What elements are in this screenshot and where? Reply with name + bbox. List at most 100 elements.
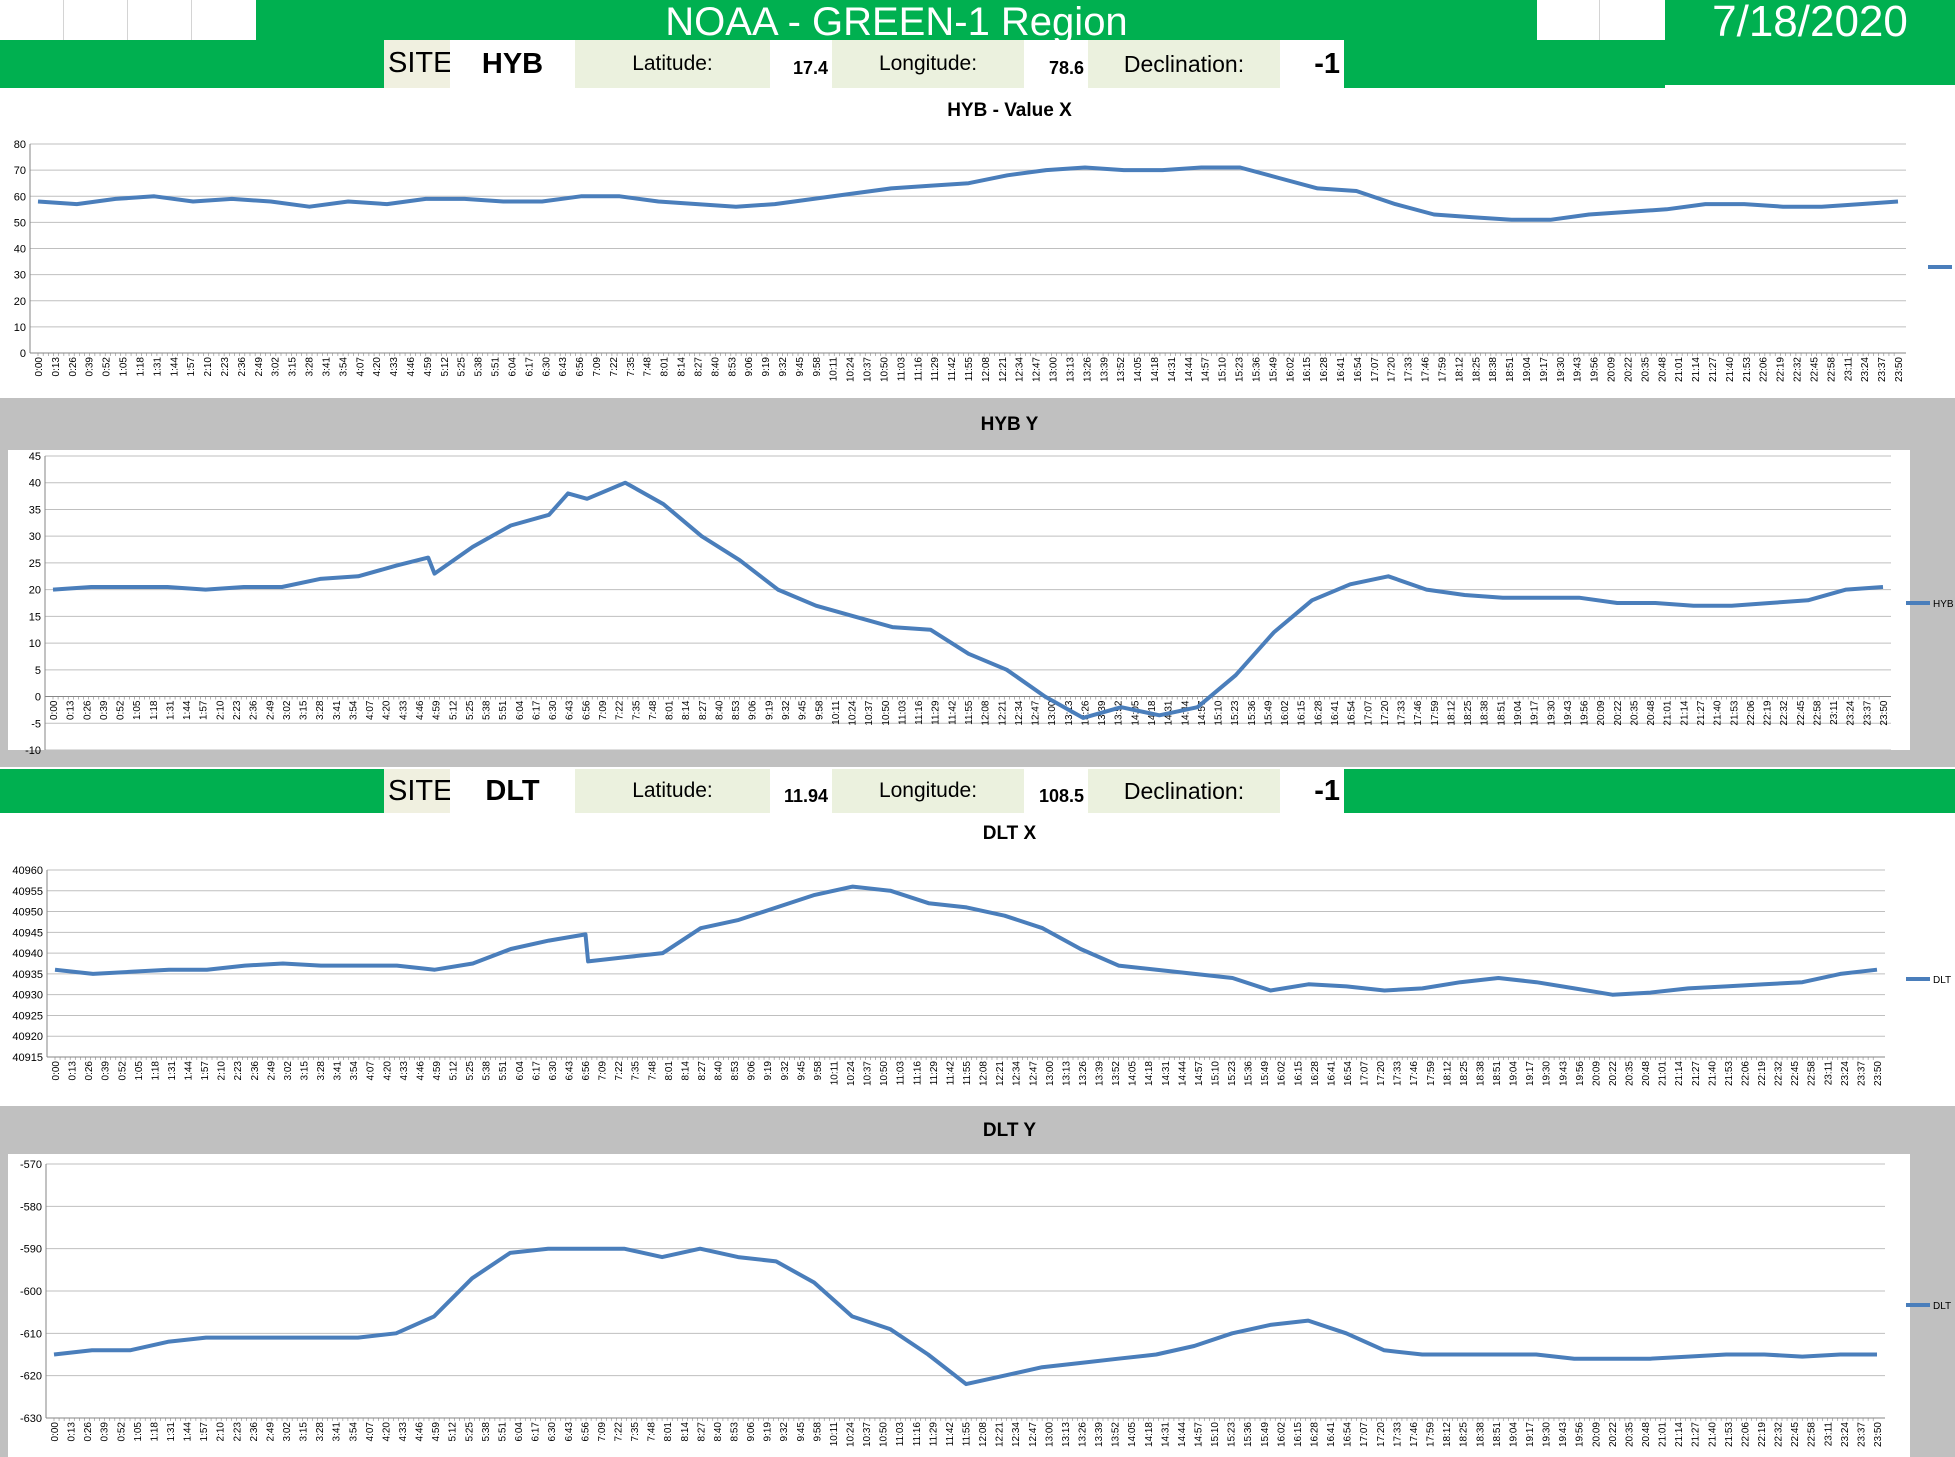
- x-tick-label: 5:51: [498, 700, 509, 720]
- site-code: DLT: [450, 769, 575, 813]
- x-tick-label: 20:48: [1657, 357, 1668, 382]
- x-tick-label: 5:51: [491, 357, 502, 377]
- x-tick-label: 18:12: [1442, 1422, 1453, 1447]
- x-tick-label: 8:14: [681, 700, 692, 720]
- x-tick-label: 9:58: [814, 700, 825, 720]
- x-tick-label: 5:12: [448, 1422, 459, 1442]
- x-tick-label: 22:58: [1807, 1422, 1818, 1447]
- x-tick-label: 20:22: [1623, 357, 1634, 382]
- x-tick-label: 19:43: [1573, 357, 1584, 382]
- x-tick-label: 8:40: [713, 1422, 724, 1442]
- x-tick-label: 2:36: [249, 1422, 260, 1442]
- x-tick-label: 19:17: [1525, 1061, 1536, 1086]
- x-tick-label: 8:01: [660, 357, 671, 377]
- x-tick-label: 11:29: [928, 1422, 939, 1447]
- x-tick-label: 10:11: [829, 1061, 840, 1086]
- x-tick-label: 3:54: [338, 357, 349, 377]
- y-tick-label: 25: [29, 558, 41, 570]
- x-tick-label: 2:23: [232, 1422, 243, 1442]
- x-tick-label: 13:00: [1045, 1061, 1056, 1086]
- x-tick-label: 12:21: [998, 357, 1009, 382]
- x-tick-label: 7:09: [597, 1422, 608, 1442]
- x-tick-label: 12:47: [1031, 700, 1042, 725]
- x-tick-label: 7:22: [614, 1061, 625, 1081]
- x-tick-label: 22:06: [1746, 700, 1757, 725]
- x-tick-label: 8:53: [730, 1061, 741, 1081]
- x-tick-label: 10:50: [879, 1061, 890, 1086]
- x-tick-label: 23:11: [1829, 700, 1840, 725]
- x-tick-label: 1:57: [186, 357, 197, 377]
- x-tick-label: 22:19: [1763, 700, 1774, 725]
- x-tick-label: 3:41: [321, 357, 332, 377]
- y-tick-label: 40935: [12, 969, 43, 981]
- x-tick-label: 6:43: [564, 1061, 575, 1081]
- x-tick-label: 11:29: [931, 700, 942, 725]
- x-tick-label: 3:15: [299, 1061, 310, 1081]
- y-tick-label: 40915: [12, 1052, 43, 1064]
- x-tick-label: 8:53: [727, 357, 738, 377]
- x-tick-label: 20:09: [1591, 1422, 1602, 1447]
- x-tick-label: 18:12: [1454, 357, 1465, 382]
- x-tick-label: 5:25: [464, 1422, 475, 1442]
- x-tick-label: 15:10: [1210, 1422, 1221, 1447]
- x-tick-label: 11:42: [947, 700, 958, 725]
- x-tick-label: 23:24: [1846, 700, 1857, 725]
- x-tick-label: 18:25: [1471, 357, 1482, 382]
- x-tick-label: 21:01: [1658, 1422, 1669, 1447]
- y-tick-label: -590: [20, 1244, 42, 1256]
- x-tick-label: 1:44: [183, 1422, 194, 1442]
- x-tick-label: 3:28: [305, 357, 316, 377]
- x-tick-label: 7:35: [630, 1422, 641, 1442]
- x-tick-label: 2:10: [215, 700, 226, 720]
- x-tick-label: 6:30: [548, 1061, 559, 1081]
- x-tick-label: 6:56: [581, 1061, 592, 1081]
- x-tick-label: 13:52: [1114, 700, 1125, 725]
- x-tick-label: 14:57: [1197, 700, 1208, 725]
- y-tick-label: -600: [20, 1286, 42, 1298]
- x-tick-label: 22:06: [1759, 357, 1770, 382]
- x-tick-label: 18:51: [1492, 1422, 1503, 1447]
- x-tick-label: 22:19: [1757, 1061, 1768, 1086]
- x-tick-label: 16:41: [1326, 1422, 1337, 1447]
- x-tick-label: 10:11: [831, 700, 842, 725]
- x-tick-label: 21:40: [1725, 357, 1736, 382]
- x-tick-label: 17:33: [1404, 357, 1415, 382]
- x-tick-label: 23:11: [1823, 1061, 1834, 1086]
- x-tick-label: 19:04: [1522, 357, 1533, 382]
- x-tick-label: 5:38: [482, 700, 493, 720]
- x-tick-label: 12:47: [1032, 357, 1043, 382]
- x-tick-label: 12:34: [1011, 1422, 1022, 1447]
- x-tick-label: 5:38: [474, 357, 485, 377]
- x-tick-label: 8:53: [731, 700, 742, 720]
- x-tick-label: 4:33: [398, 1422, 409, 1442]
- x-tick-label: 8:40: [710, 357, 721, 377]
- x-tick-label: 0:00: [49, 700, 60, 720]
- x-tick-label: 19:56: [1580, 700, 1591, 725]
- x-tick-label: 17:59: [1437, 357, 1448, 382]
- legend-label: HYB: [1933, 599, 1954, 610]
- x-tick-label: 10:11: [829, 1422, 840, 1447]
- x-tick-label: 0:39: [99, 700, 110, 720]
- x-tick-label: 12:08: [981, 700, 992, 725]
- x-tick-label: 14:57: [1194, 1422, 1205, 1447]
- cell-border: [63, 0, 64, 40]
- x-tick-label: 15:49: [1260, 1061, 1271, 1086]
- x-tick-label: 2:36: [250, 1061, 261, 1081]
- x-tick-label: 17:59: [1426, 1061, 1437, 1086]
- x-tick-label: 15:23: [1227, 1422, 1238, 1447]
- x-tick-label: 13:39: [1095, 1061, 1106, 1086]
- x-tick-label: 7:09: [592, 357, 603, 377]
- x-tick-label: 4:20: [381, 1422, 392, 1442]
- y-tick-label: 50: [14, 217, 26, 229]
- y-tick-label: 20: [29, 585, 41, 597]
- x-tick-label: 8:14: [680, 1061, 691, 1081]
- x-tick-label: 4:07: [365, 700, 376, 720]
- x-tick-label: 0:52: [116, 700, 127, 720]
- x-tick-label: 16:54: [1353, 357, 1364, 382]
- longitude-value: 108.5: [1024, 769, 1088, 813]
- y-tick-label: 0: [35, 692, 41, 704]
- x-tick-label: 5:38: [481, 1422, 492, 1442]
- x-tick-label: 15:10: [1210, 1061, 1221, 1086]
- chart-title: HYB Y: [981, 414, 1039, 435]
- x-tick-label: 22:19: [1776, 357, 1787, 382]
